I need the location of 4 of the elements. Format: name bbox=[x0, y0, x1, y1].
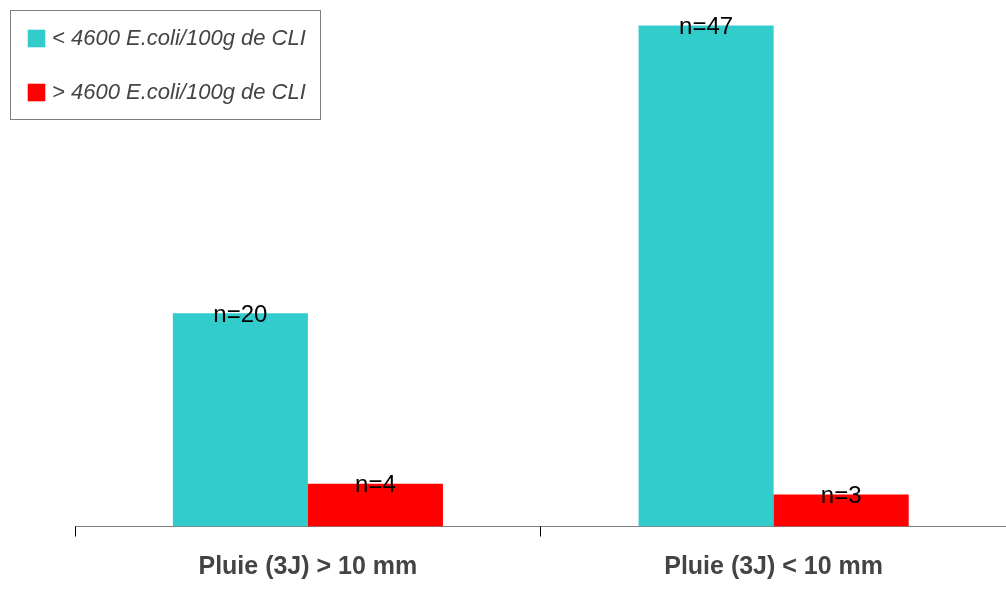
x-tick-label: Pluie (3J) < 10 mm bbox=[664, 550, 884, 579]
x-tick-label: Pluie (3J) > 10 mm bbox=[198, 550, 418, 579]
legend-label: < 4600 E.coli/100g de CLI bbox=[52, 25, 306, 51]
legend-label: > 4600 E.coli/100g de CLI bbox=[52, 79, 306, 105]
